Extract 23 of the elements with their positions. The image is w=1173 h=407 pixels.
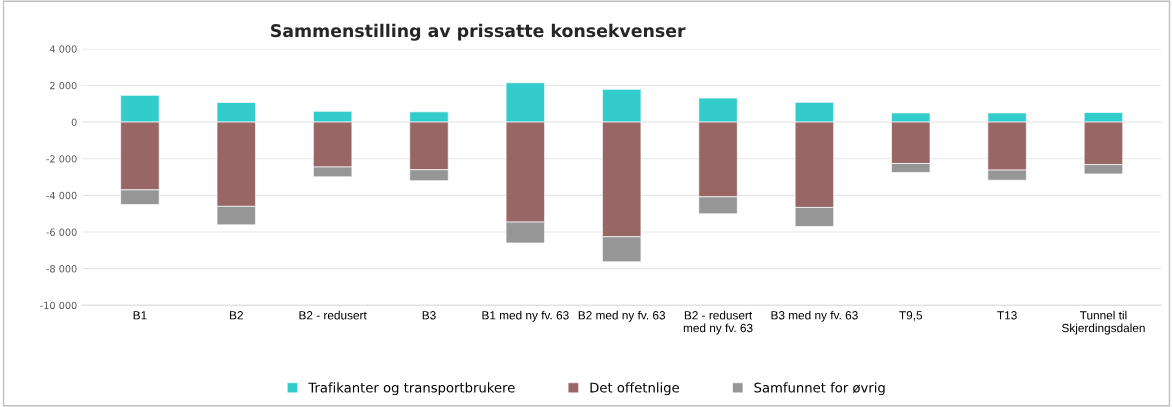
chart-title: Sammenstilling av prissatte konsekvenser [271,23,686,41]
legend-label: Trafikanter og transportbrukere [308,382,515,396]
y-tick-label: -10 000 [40,301,77,310]
x-tick-label: B3 [422,311,436,320]
y-tick-label: 2 000 [50,81,77,90]
legend-label: Samfunnet for øvrig [754,382,885,396]
y-tick-label: -2 000 [46,155,77,163]
x-tick-label: B2 - redusert med ny fv. 63 [683,310,753,335]
x-tick-label: B2 - redusert [299,310,367,320]
x-tick-label: B2 med ny fv. 63 [578,310,666,322]
x-tick-label: B1 [133,311,147,320]
x-tick-label: B2 [230,311,243,320]
x-tick-label: T9,5 [899,311,923,321]
x-tick-label: B3 med ny fv. 63 [771,310,858,322]
y-tick-label: -6 000 [46,228,77,236]
y-tick-label: 0 [71,118,77,126]
x-tick-label: B1 med ny fv. 63 [482,310,569,322]
x-tick-label: Tunnel til Skjerdingsdalen [1061,310,1145,335]
legend-label: Det offetnlige [590,382,679,396]
x-tick-label: T13 [997,311,1017,320]
y-tick-label: 4 000 [49,45,77,53]
y-tick-label: -4 000 [46,191,77,200]
y-tick-label: -8 000 [46,265,77,273]
